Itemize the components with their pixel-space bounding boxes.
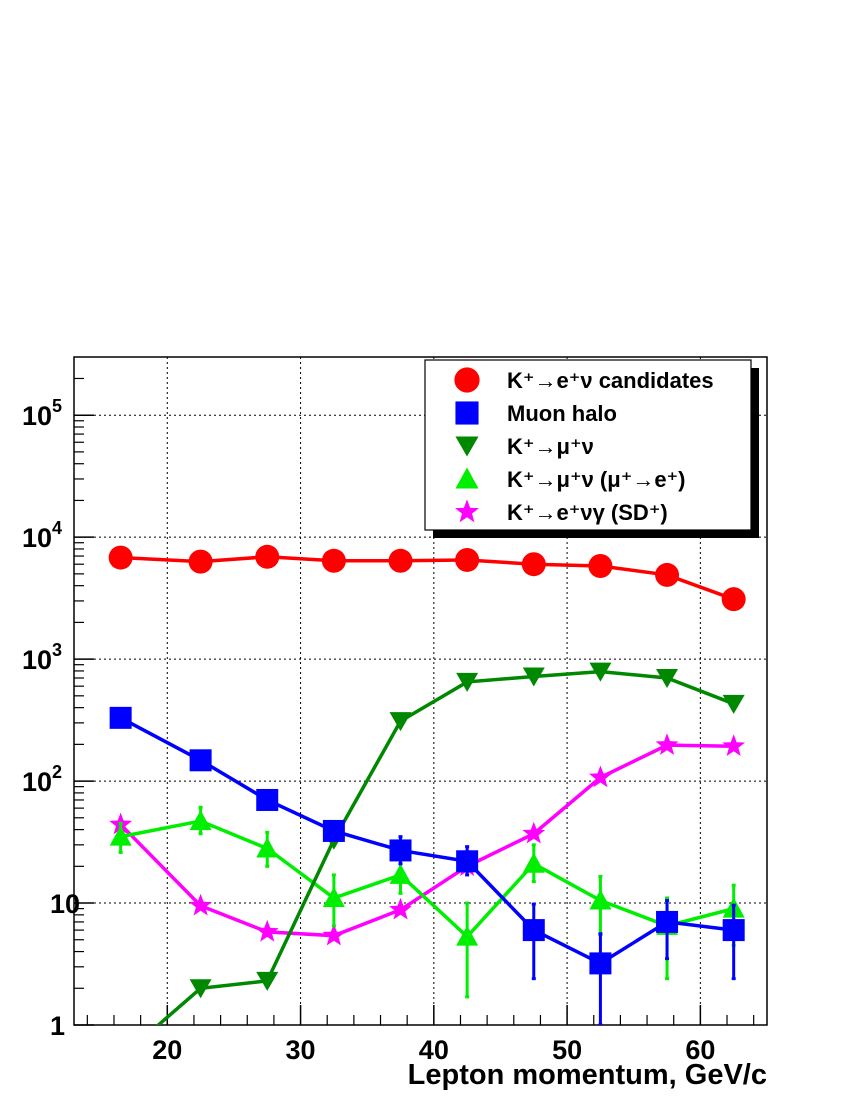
legend-marker [454, 367, 480, 393]
y-tick-exponent: 5 [52, 396, 62, 416]
x-tick-label: 60 [685, 1035, 715, 1065]
plot-frame [73, 356, 768, 1026]
data-point [589, 889, 612, 910]
legend-marker [455, 401, 479, 425]
data-point [456, 925, 479, 946]
data-point [116, 1043, 138, 1062]
data-point [189, 810, 212, 831]
data-point [256, 837, 279, 858]
data-point [656, 669, 679, 689]
legend-marker [455, 436, 479, 457]
y-tick-label: 102 [22, 762, 62, 797]
data-point [109, 825, 132, 846]
legend-marker [455, 499, 479, 523]
data-point [189, 893, 212, 916]
data-point [456, 672, 479, 692]
data-point [189, 979, 212, 999]
series-line [120, 819, 735, 940]
data-point [456, 850, 479, 873]
series-triangle-up [109, 805, 745, 999]
x-axis-label: Lepton momentum, GeV/c [408, 1059, 767, 1091]
data-point [256, 971, 279, 991]
legend-label: K⁺→e⁺ν candidates [507, 368, 714, 393]
x-tick-label: 40 [419, 1035, 449, 1065]
x-tick-label: 30 [286, 1035, 316, 1065]
data-point [321, 548, 346, 573]
data-point [389, 839, 412, 862]
series-circle [108, 544, 746, 612]
data-point [722, 919, 745, 942]
y-tick-label: 105 [22, 396, 62, 431]
data-point [389, 863, 412, 884]
data-point [589, 765, 612, 788]
data-point [455, 547, 480, 572]
data-point [655, 562, 680, 587]
series-line [120, 555, 735, 601]
y-tick-label: 103 [22, 640, 62, 675]
legend-label: K⁺→μ⁺ν [507, 434, 594, 459]
data-point [322, 923, 346, 946]
y-tick-exponent: 4 [52, 518, 62, 538]
y-tick-exponent: 3 [52, 640, 62, 660]
x-tick-label: 50 [552, 1035, 582, 1065]
legend-label: Muon halo [507, 401, 617, 426]
data-point [722, 694, 745, 714]
legend-label: K⁺→e⁺νγ (SD⁺) [507, 500, 668, 525]
data-point [256, 788, 279, 811]
data-point [656, 910, 679, 933]
data-point [522, 821, 546, 844]
data-point [588, 554, 613, 579]
data-point [389, 897, 412, 920]
data-point [189, 749, 212, 772]
data-point [721, 587, 746, 612]
data-point [109, 706, 132, 729]
y-tick-exponent: 2 [52, 762, 62, 782]
data-point [655, 733, 679, 755]
data-point [322, 819, 345, 842]
series-line [155, 669, 735, 1025]
series-line [119, 743, 734, 938]
series-triangle-down [116, 662, 745, 1062]
data-point [188, 549, 213, 574]
legend-box [424, 359, 752, 531]
data-point [521, 552, 546, 577]
data-point [108, 545, 133, 570]
data-point [522, 667, 545, 687]
data-point [322, 886, 345, 907]
series-line [119, 716, 734, 966]
data-point [589, 952, 612, 975]
series-square [109, 706, 745, 1025]
y-tick-label: 104 [22, 518, 62, 553]
legend-marker [455, 467, 479, 489]
legend: K⁺→e⁺ν candidates Muon halo K⁺→μ⁺ν K⁺→μ⁺ν (… [424, 359, 759, 538]
y-tick-label: 1 [50, 1011, 65, 1041]
data-point [388, 548, 413, 573]
data-point [255, 919, 279, 942]
data-point [522, 919, 545, 942]
data-point [255, 544, 280, 569]
data-point [522, 852, 545, 873]
series-layer [108, 544, 746, 1062]
data-point [722, 734, 746, 756]
x-tick-label: 20 [152, 1035, 182, 1065]
data-point [589, 662, 612, 682]
legend-label: K⁺→μ⁺ν (μ⁺→e⁺) [507, 467, 686, 492]
data-point [389, 712, 412, 732]
y-tick-label: 10 [50, 889, 80, 919]
